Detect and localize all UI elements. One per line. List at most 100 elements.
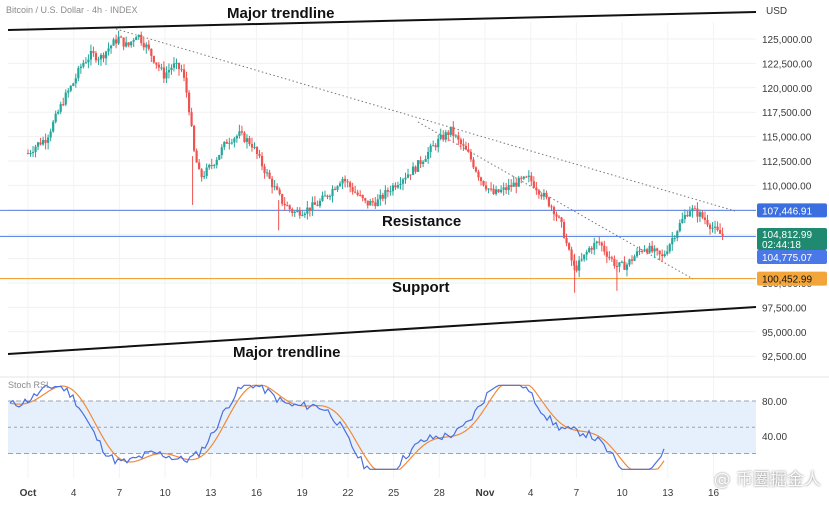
candle-up — [593, 243, 596, 250]
candle-down — [510, 185, 513, 187]
candle-up — [218, 155, 221, 160]
candle-up — [444, 132, 447, 140]
candle-up — [223, 141, 226, 148]
candle-down — [550, 206, 553, 208]
candle-down — [313, 202, 316, 205]
candle-down — [598, 241, 601, 243]
candle-down — [646, 249, 649, 253]
candle-up — [495, 189, 498, 194]
candle-up — [167, 70, 171, 73]
candle-down — [464, 145, 467, 150]
price-tick-label: 92,500.00 — [762, 352, 807, 363]
candle-down — [200, 169, 203, 178]
candle-down — [102, 54, 105, 59]
candle-up — [238, 131, 241, 136]
candle-up — [595, 241, 598, 244]
candle-down — [706, 219, 709, 225]
candle-up — [399, 183, 402, 186]
resistance-label: Resistance — [382, 213, 461, 230]
candle-down — [414, 166, 417, 172]
candle-down — [187, 92, 191, 113]
candle-down — [291, 209, 294, 213]
candle-down — [351, 187, 354, 192]
major-trendline-bottom-label: Major trendline — [233, 344, 341, 361]
current-price-tag-text: 104,812.99 — [762, 230, 812, 241]
candle-down — [190, 112, 193, 126]
candle-up — [369, 200, 372, 206]
candle-down — [94, 53, 98, 61]
candle-down — [248, 138, 251, 144]
time-tick-label: 7 — [574, 488, 580, 499]
candle-up — [36, 142, 40, 147]
candle-down — [258, 154, 261, 156]
candle-down — [409, 174, 412, 176]
candle-up — [311, 202, 314, 211]
candle-up — [130, 41, 133, 46]
candle-up — [625, 264, 629, 270]
candle-up — [427, 151, 430, 159]
candle-down — [308, 207, 311, 211]
candle-up — [681, 218, 684, 224]
candle-down — [640, 250, 644, 252]
candle-down — [708, 224, 712, 229]
candle-down — [271, 178, 274, 188]
resistance-tag — [757, 203, 827, 218]
candle-down — [686, 215, 689, 217]
candle-down — [459, 139, 462, 145]
candle-up — [117, 36, 120, 44]
candle-down — [575, 265, 578, 271]
candle-down — [344, 178, 347, 182]
time-tick-label: 4 — [528, 488, 534, 499]
candle-up — [172, 63, 176, 68]
stoch-rsi-label: Stoch RSI — [8, 380, 49, 390]
candle-down — [525, 176, 528, 178]
candle-up — [336, 186, 339, 190]
candle-down — [198, 162, 201, 170]
time-tick-label: 25 — [388, 488, 400, 499]
candle-up — [208, 164, 211, 168]
candle-down — [298, 210, 301, 216]
candle-down — [278, 189, 281, 195]
price-tick-label: 110,000.00 — [762, 181, 812, 192]
candle-down — [366, 200, 369, 206]
candle-down — [140, 34, 143, 43]
candle-up — [673, 237, 676, 239]
candle-up — [57, 111, 60, 114]
candle-up — [67, 90, 70, 93]
candle-up — [77, 68, 80, 79]
candle-up — [396, 185, 400, 188]
candle-up — [522, 176, 525, 179]
candle-down — [492, 188, 495, 194]
candle-down — [515, 182, 518, 187]
time-tick-label: 7 — [117, 488, 123, 499]
candle-down — [532, 181, 535, 188]
candle-down — [268, 172, 271, 179]
candle-down — [361, 195, 364, 199]
candle-down — [442, 134, 445, 140]
time-tick-label: 28 — [434, 488, 446, 499]
candle-up — [542, 192, 546, 197]
candle-down — [557, 216, 561, 218]
candle-down — [288, 205, 291, 210]
time-tick-label: 19 — [297, 488, 309, 499]
candle-down — [696, 208, 699, 217]
candle-up — [29, 153, 32, 155]
candle-up — [112, 39, 115, 46]
candle-up — [424, 158, 427, 162]
candle-up — [160, 67, 163, 69]
price-tick-label: 125,000.00 — [762, 35, 812, 46]
candle-down — [281, 194, 284, 204]
candle-up — [34, 146, 37, 153]
price-levels — [0, 209, 756, 280]
candle-up — [666, 251, 669, 255]
candle-down — [479, 177, 483, 181]
candle-up — [437, 138, 440, 148]
major-trendline-bottom — [7, 306, 757, 355]
candle-up — [376, 199, 379, 206]
candle-up — [711, 227, 714, 229]
candle-down — [562, 222, 566, 238]
candle-down — [122, 37, 125, 47]
candle-up — [583, 254, 586, 260]
